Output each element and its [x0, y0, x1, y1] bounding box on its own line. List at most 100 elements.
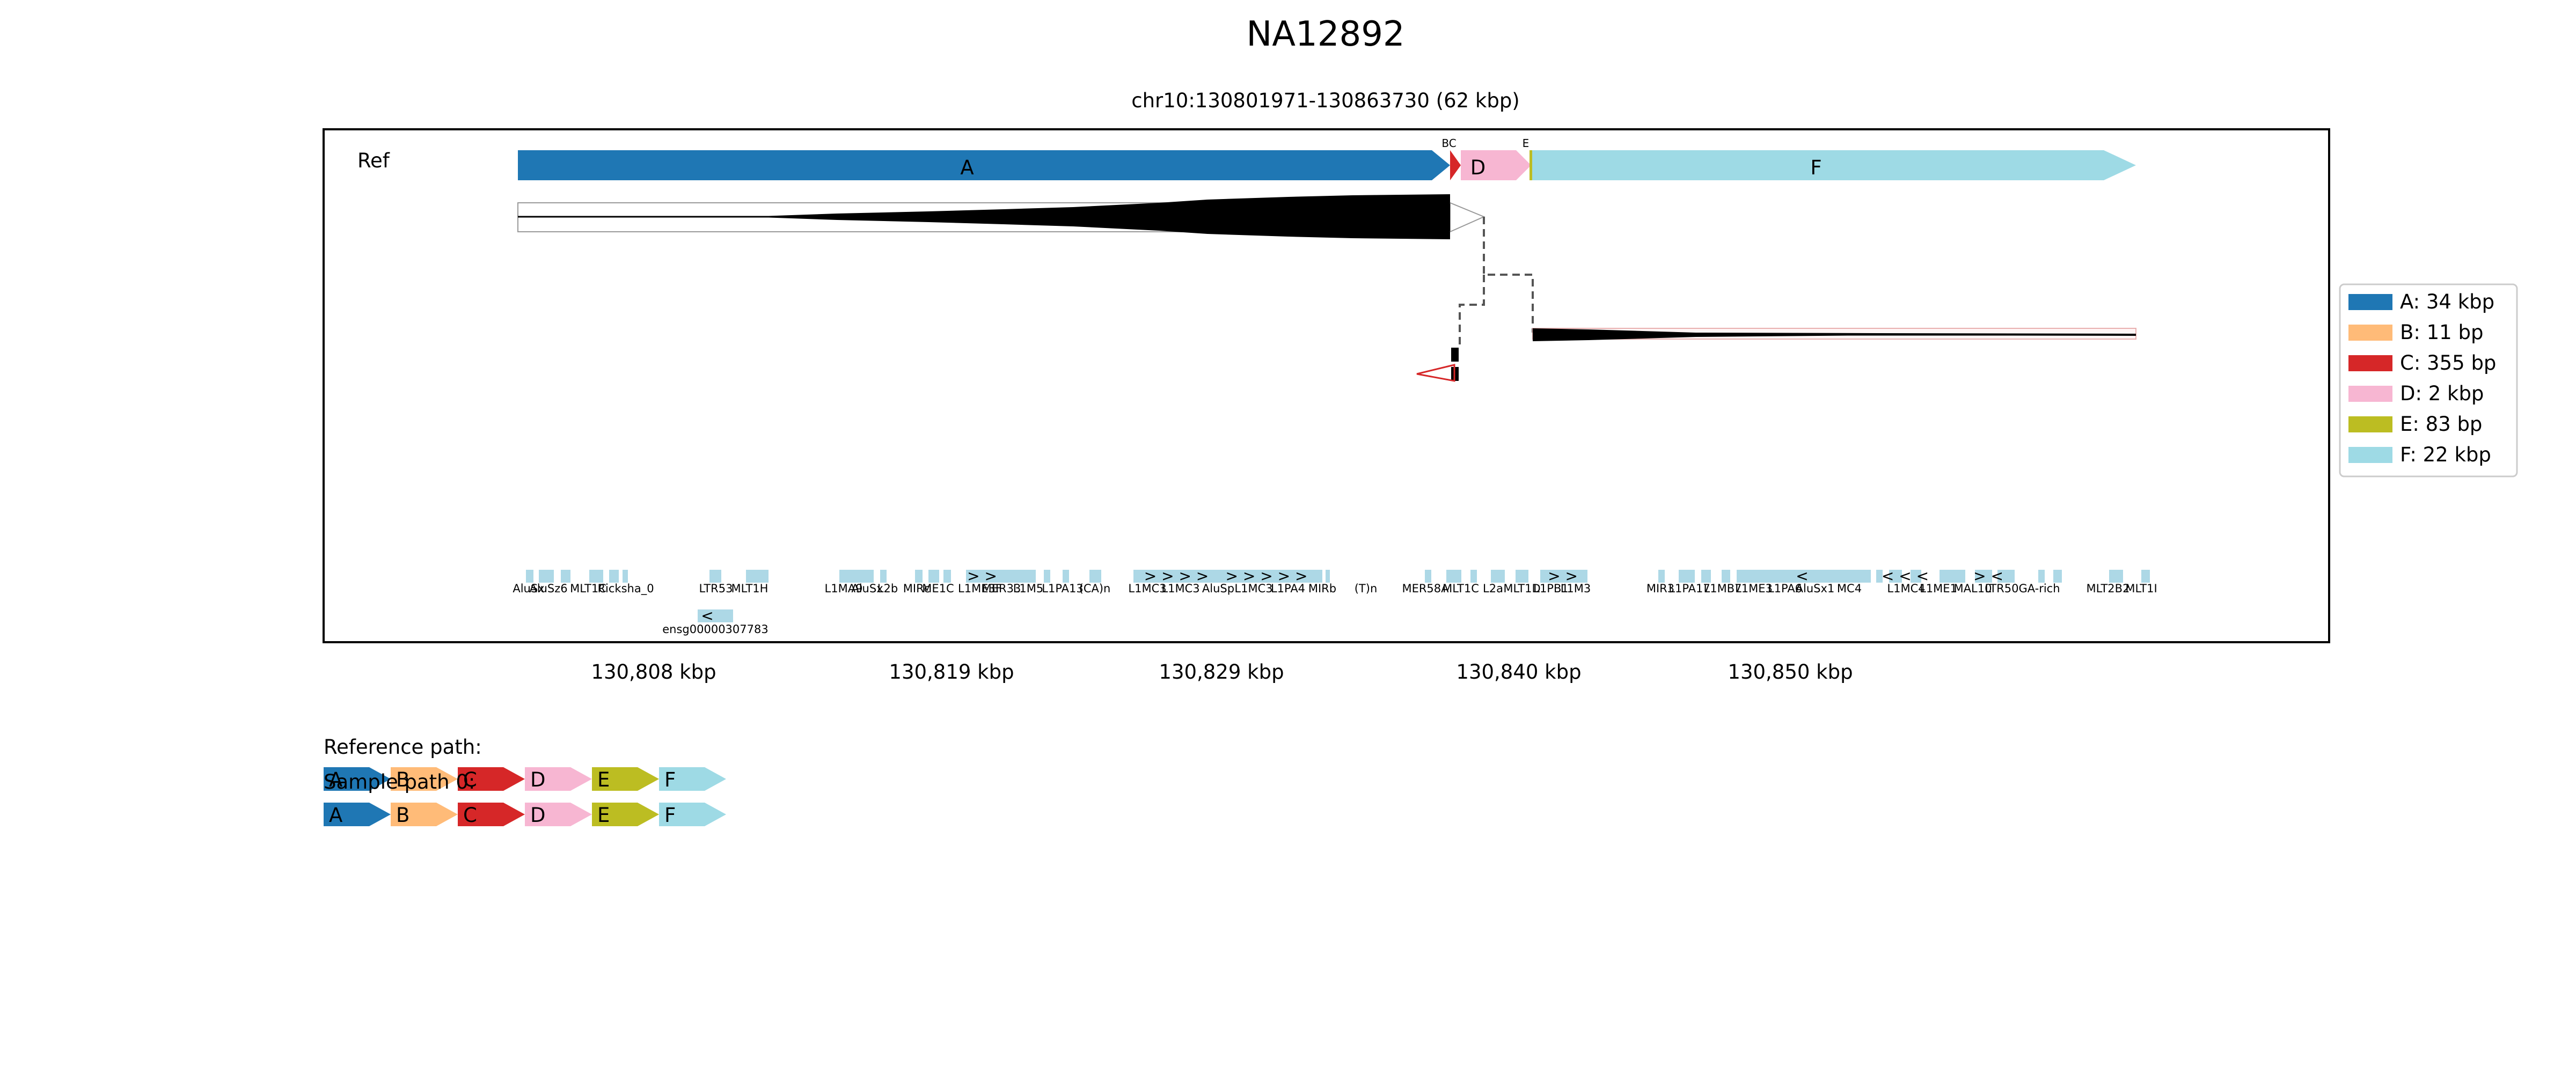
- repeat-block: [1063, 570, 1069, 583]
- gene-annotation: < ensg00000307783: [662, 607, 768, 636]
- repeat-block: [2109, 570, 2123, 583]
- x-tick-label: 130,819 kbp: [889, 660, 1014, 684]
- legend-swatch-a: [2348, 294, 2392, 310]
- repeat-arrows: <: [1796, 567, 1808, 585]
- path-segment-b-label: B: [396, 768, 409, 791]
- segment-a-arrow: [518, 150, 1450, 180]
- repeat-label: L1M5: [1013, 582, 1044, 595]
- figure-subtitle: chr10:130801971-130863730 (62 kbp): [1131, 89, 1520, 112]
- repeat-block: [2038, 570, 2045, 583]
- repeat-block: [2053, 570, 2062, 583]
- dashed-connector-1: [1483, 217, 1534, 333]
- repeat-block: [1722, 570, 1730, 583]
- path-segment-f-label: F: [664, 768, 676, 791]
- dashed-connector-2: [1459, 275, 1485, 348]
- path-segment-e: [592, 803, 659, 826]
- segment-c-arrow: [1450, 150, 1461, 180]
- repeat-block: [2141, 570, 2150, 583]
- repeat-block: [915, 570, 923, 583]
- segment-e-small-label: E: [1523, 137, 1529, 150]
- path-segment-c-label: C: [463, 804, 477, 827]
- path-segment-f: [659, 803, 726, 826]
- repeat-block: [839, 570, 874, 583]
- repeat-label: AluSz6: [529, 582, 567, 595]
- segment-f-label: F: [1810, 156, 1821, 179]
- repeat-block: [1701, 570, 1711, 583]
- repeat-arrows: > >: [1548, 567, 1578, 585]
- sample-path-label: Sample path 0:: [324, 770, 475, 793]
- gene-strand-arrow: <: [701, 607, 713, 624]
- path-segment-a-label: A: [329, 804, 342, 827]
- reference-path: Reference path: A B C D E F: [324, 736, 726, 791]
- repeat-label: MLT1C: [1443, 582, 1479, 595]
- path-segment-b-label: B: [396, 804, 409, 827]
- legend-label-b: B: 11 bp: [2400, 321, 2483, 344]
- segment-f-arrow: [1532, 150, 2136, 180]
- path-segment-e-label: E: [597, 804, 610, 827]
- repeat-label: GA-rich: [2018, 582, 2060, 595]
- repeat-block: [1089, 570, 1101, 583]
- repeat-label: L1ME3F: [958, 582, 1002, 595]
- segment-d-arrow: [1461, 150, 1531, 180]
- repeat-label: Ricksha_0: [597, 582, 654, 596]
- repeat-label: MLT1H: [731, 582, 769, 595]
- repeat-label: L1MB7: [1704, 582, 1742, 595]
- repeat-label: L1PA17: [1668, 582, 1710, 595]
- repeat-label: L1PA6: [1768, 582, 1802, 595]
- path-segment-d: [525, 803, 592, 826]
- path-segment-d-label: D: [530, 768, 546, 791]
- legend-swatch-e: [2348, 416, 2392, 432]
- legend-label-d: D: 2 kbp: [2400, 382, 2484, 405]
- repeat-label: MIRb: [1308, 582, 1336, 595]
- repeat-label: (T)n: [1355, 582, 1378, 595]
- coverage-track: [517, 194, 2136, 382]
- repeat-block: [880, 570, 887, 583]
- repeat-label: AluSx: [513, 582, 544, 595]
- repeat-label: AluSx1: [1796, 582, 1835, 595]
- gene-block: [698, 609, 733, 622]
- repeat-block: [589, 570, 603, 583]
- repeat-label: MLT1D: [1503, 582, 1540, 595]
- path-segment-a: [324, 767, 391, 791]
- repeat-block: [943, 570, 951, 583]
- repeat-arrows: < < <: [1882, 567, 1929, 585]
- repeat-block: [1940, 570, 1965, 583]
- repeat-block: [1876, 570, 1883, 583]
- repeat-label: LTR53: [699, 582, 733, 595]
- x-tick-label: 130,808 kbp: [591, 660, 716, 684]
- repeat-block: [1737, 570, 1871, 583]
- repeat-strand-arrows: > > > > > > > > > > > > > < < < < > <: [967, 567, 2003, 585]
- path-segment-c: [458, 803, 525, 826]
- repeat-label: L2b: [877, 582, 898, 595]
- repeat-arrows: > > > >: [1144, 567, 1209, 585]
- repeat-block: [1425, 570, 1431, 583]
- repeat-label: (CA)n: [1079, 582, 1111, 595]
- segment-d-label: D: [1470, 156, 1486, 179]
- repeat-track: [526, 570, 2150, 583]
- legend: A: 34 kbp B: 11 bp C: 355 bp D: 2 kbp E:…: [2339, 283, 2518, 477]
- repeat-block: [709, 570, 721, 583]
- coverage-block-b: [1451, 348, 1459, 362]
- segment-e-block: [1529, 150, 1532, 180]
- x-axis: 130,808 kbp 130,819 kbp 130,829 kbp 130,…: [591, 660, 1853, 684]
- repeat-block: [1911, 570, 1921, 583]
- repeat-label: MAL10: [1954, 582, 1992, 595]
- legend-swatch-c: [2348, 355, 2392, 371]
- repeat-label: MER33: [982, 582, 1021, 595]
- gene-label: ensg00000307783: [662, 623, 768, 636]
- repeat-labels: AluSx AluSz6 MLT1C Ricksha_0 LTR53 MLT1H…: [513, 582, 2157, 596]
- segment-bc-label: BC: [1441, 137, 1456, 150]
- repeat-block: [966, 570, 1036, 583]
- coverage-wedge-a: [746, 194, 1450, 239]
- path-segment-f-label: F: [664, 804, 676, 827]
- legend-swatch-b: [2348, 325, 2392, 341]
- repeat-label: LTR50: [1985, 582, 2019, 595]
- repeat-label: MIRc: [903, 582, 930, 595]
- x-tick-label: 130,850 kbp: [1728, 660, 1853, 684]
- path-segment-a-label: A: [329, 768, 342, 791]
- legend-swatch-d: [2348, 386, 2392, 402]
- track-label: Ref: [357, 149, 390, 172]
- repeat-label: MLT2B2: [2087, 582, 2130, 595]
- repeat-block: [1516, 570, 1528, 583]
